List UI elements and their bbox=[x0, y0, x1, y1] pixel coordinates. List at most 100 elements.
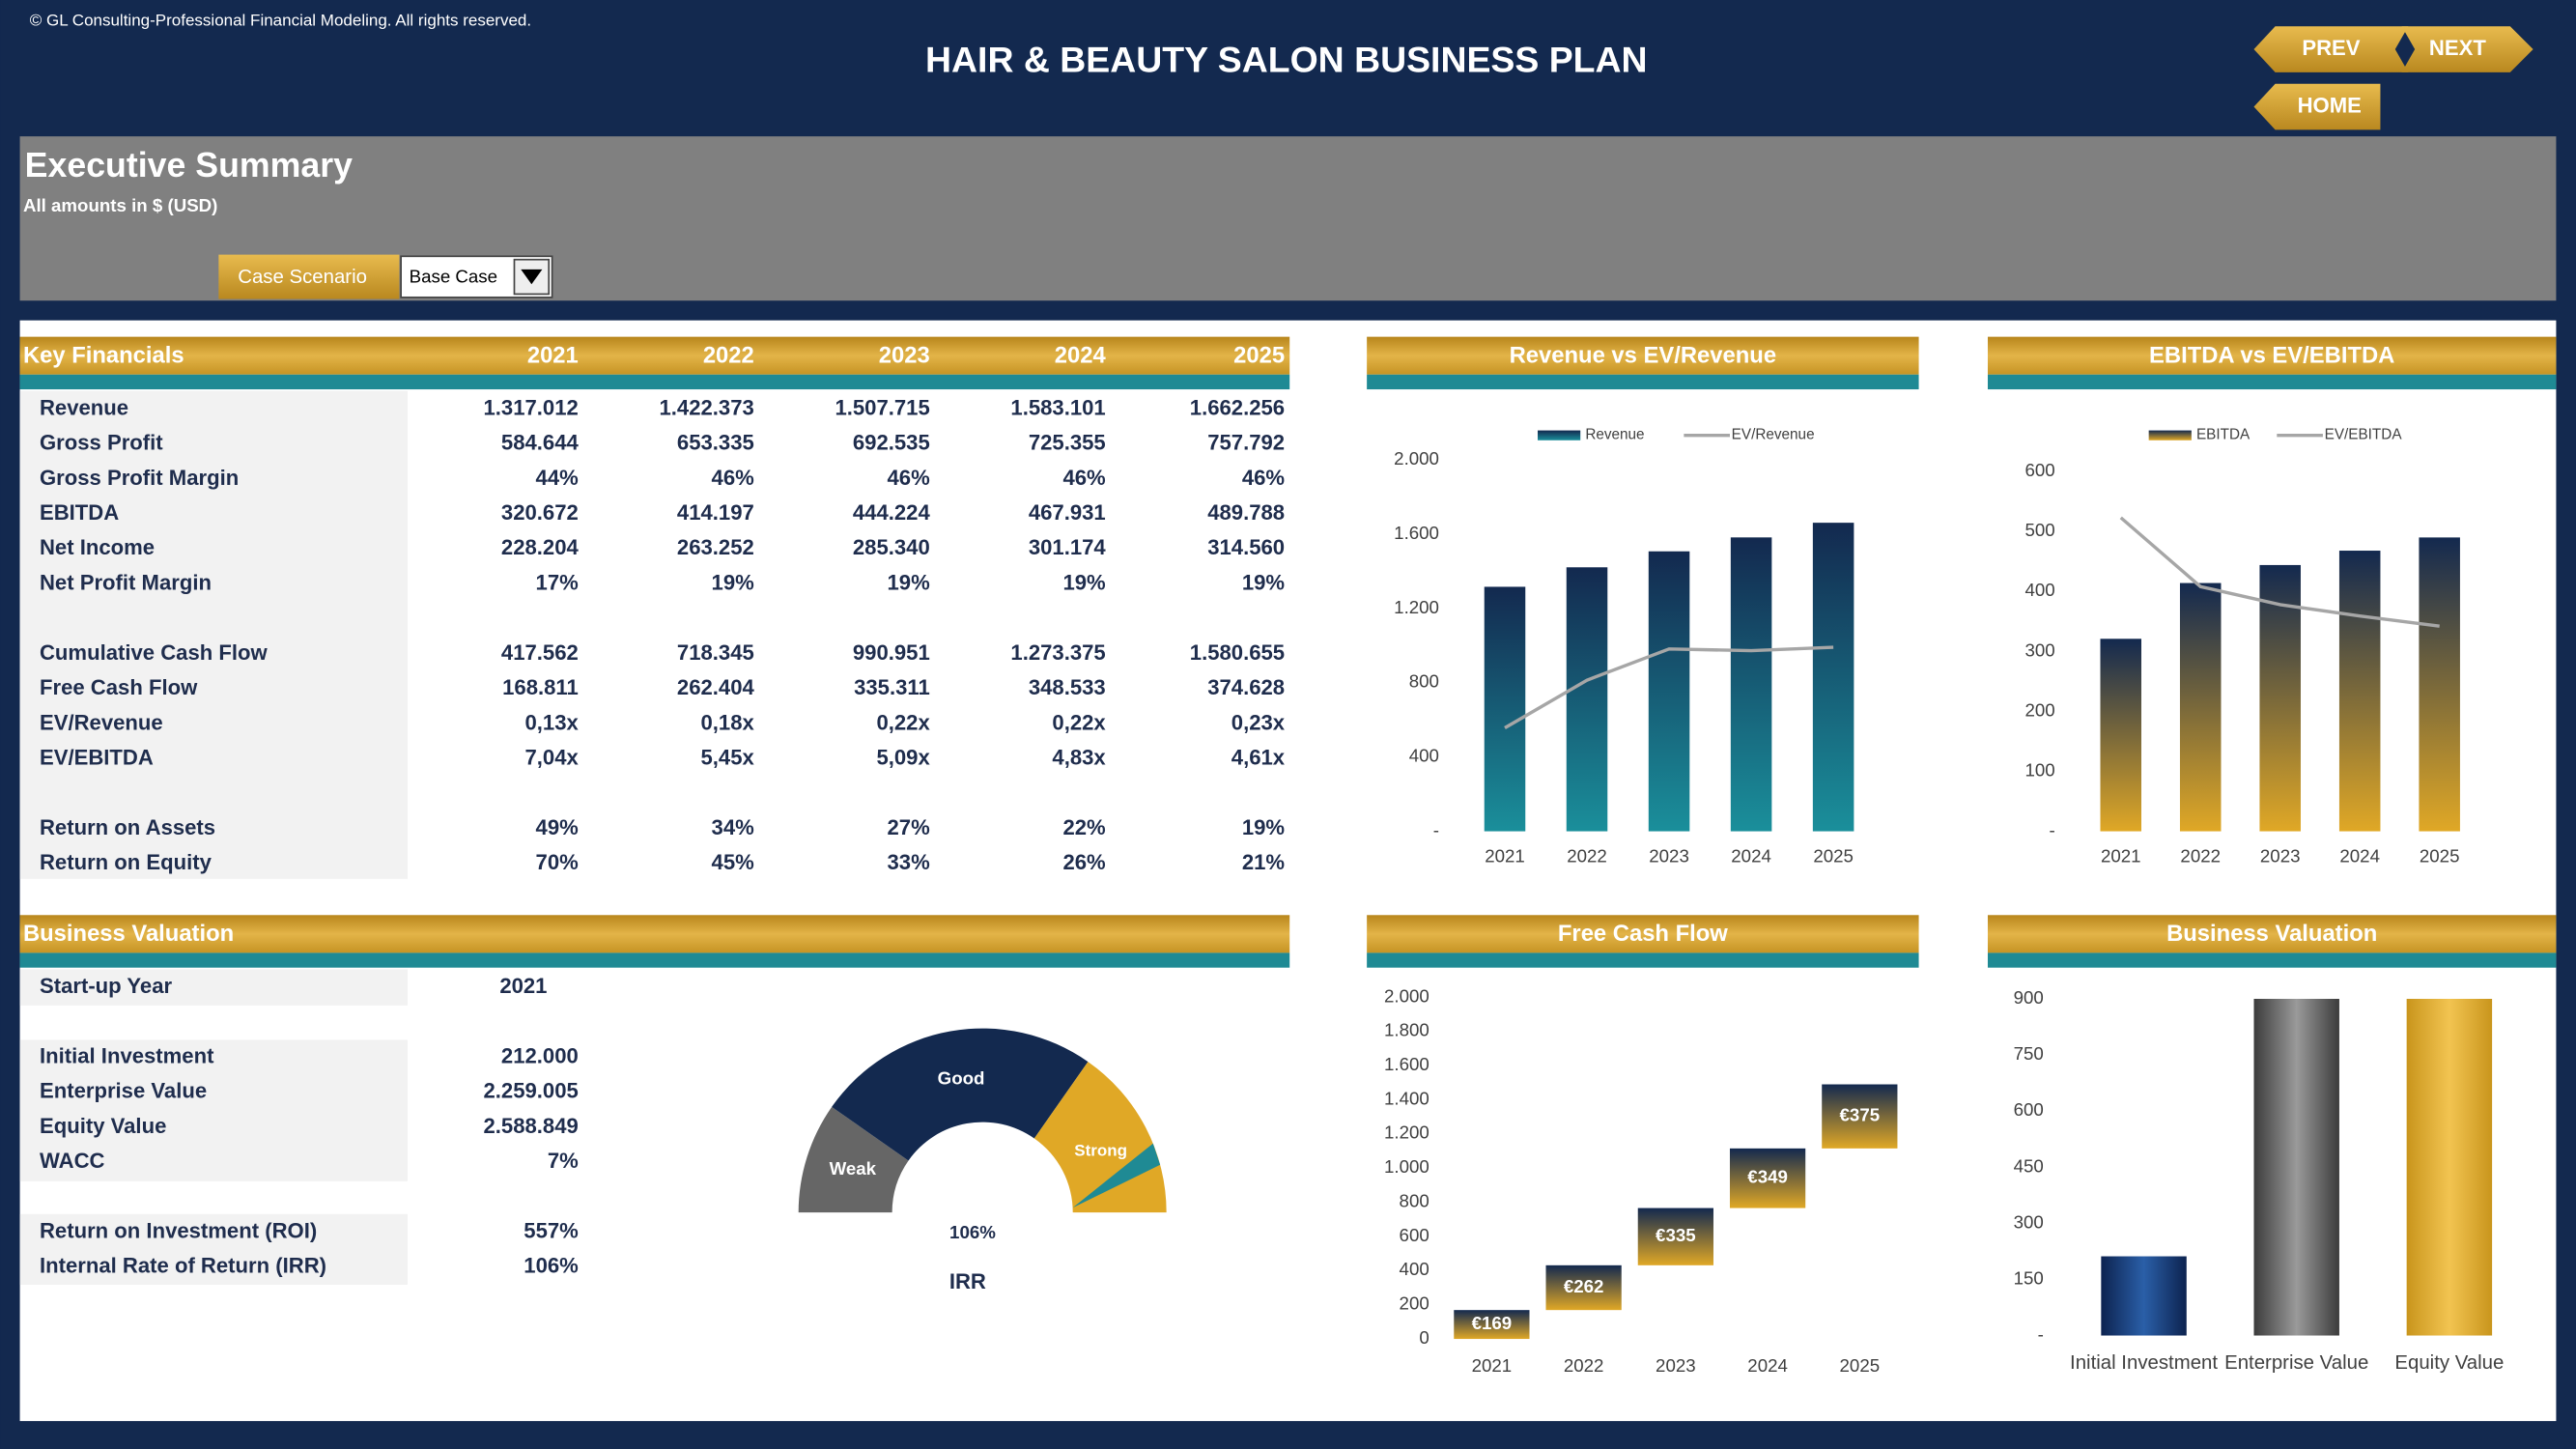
table-cell: 374.628 bbox=[1207, 675, 1285, 699]
section-header bbox=[1987, 336, 2557, 375]
table-cell: 33% bbox=[888, 850, 931, 874]
y-tick-label: - bbox=[1433, 819, 1439, 839]
gauge-label: Weak bbox=[830, 1158, 877, 1179]
y-tick-label: 1.600 bbox=[1394, 523, 1439, 543]
table-cell: 17% bbox=[536, 570, 580, 594]
y-tick-label: 900 bbox=[2014, 987, 2044, 1008]
section-header bbox=[19, 336, 1290, 375]
table-cell: 2.588.849 bbox=[484, 1114, 579, 1138]
bar bbox=[1730, 537, 1772, 832]
x-tick-label: 2021 bbox=[1472, 1355, 1513, 1376]
table-cell: 46% bbox=[888, 466, 931, 490]
label-column bbox=[19, 1213, 408, 1285]
table-cell: 1.507.715 bbox=[835, 395, 929, 419]
table-cell: 0,22x bbox=[1052, 710, 1106, 734]
prev-button[interactable] bbox=[2253, 26, 2409, 72]
bar bbox=[1729, 1148, 1806, 1208]
table-cell: 444.224 bbox=[853, 500, 931, 525]
home-button[interactable] bbox=[2253, 83, 2381, 130]
line bbox=[2119, 516, 2440, 628]
table-cell: 320.672 bbox=[501, 500, 579, 525]
x-tick-label: 2022 bbox=[2180, 846, 2221, 867]
y-tick-label: 300 bbox=[2025, 639, 2055, 660]
label-column bbox=[19, 969, 408, 1006]
table-cell: 228.204 bbox=[501, 535, 580, 559]
bar bbox=[2253, 999, 2339, 1336]
table-cell: 19% bbox=[1242, 815, 1286, 839]
scenario-label-box bbox=[218, 254, 400, 299]
row-label: Revenue bbox=[40, 395, 128, 419]
x-tick-label: 2024 bbox=[2339, 846, 2380, 867]
section-stripe bbox=[19, 952, 1290, 968]
bar bbox=[1812, 523, 1854, 832]
table-cell: 19% bbox=[1242, 570, 1286, 594]
bar bbox=[2406, 999, 2493, 1336]
table-cell: 2.259.005 bbox=[484, 1079, 579, 1103]
table-cell: 0,23x bbox=[1231, 710, 1286, 734]
table-cell: 26% bbox=[1062, 850, 1106, 874]
table-cell: 414.197 bbox=[677, 500, 754, 525]
table-cell: 1.583.101 bbox=[1010, 395, 1105, 419]
bar bbox=[2419, 537, 2460, 832]
scenario-value[interactable]: Base Case bbox=[410, 266, 497, 286]
y-tick-label: 500 bbox=[2025, 520, 2055, 540]
table-cell: 0,18x bbox=[700, 710, 754, 734]
y-tick-label: 600 bbox=[1400, 1225, 1430, 1245]
legend-swatch bbox=[2148, 430, 2192, 440]
row-label: Initial Investment bbox=[40, 1043, 214, 1067]
table-cell: 262.404 bbox=[677, 675, 755, 699]
table-cell: 0,13x bbox=[525, 710, 580, 734]
y-tick-label: 600 bbox=[2014, 1099, 2044, 1120]
section-header bbox=[1367, 336, 1919, 375]
x-tick-label: 2021 bbox=[1485, 846, 1525, 867]
data-label: €262 bbox=[1564, 1276, 1604, 1296]
gauge-band bbox=[832, 1028, 1089, 1161]
bar bbox=[2101, 1256, 2187, 1336]
column-header: 2024 bbox=[1055, 342, 1107, 368]
table-cell: 1.422.373 bbox=[659, 395, 753, 419]
row-label: Net Profit Margin bbox=[40, 570, 212, 594]
y-tick-label: 0 bbox=[1419, 1327, 1429, 1348]
table-cell: 1.580.655 bbox=[1190, 640, 1285, 665]
y-tick-label: 1.000 bbox=[1384, 1156, 1430, 1177]
y-tick-label: 600 bbox=[2025, 460, 2055, 480]
row-label: EBITDA bbox=[40, 500, 119, 525]
row-label: Enterprise Value bbox=[40, 1079, 207, 1103]
next-label[interactable]: NEXT bbox=[2429, 36, 2486, 60]
table-cell: 4,61x bbox=[1231, 746, 1286, 770]
x-tick-label: Enterprise Value bbox=[2224, 1352, 2368, 1374]
prev-label[interactable]: PREV bbox=[2302, 36, 2360, 60]
y-tick-label: 200 bbox=[1400, 1293, 1430, 1314]
column-header: 2022 bbox=[703, 342, 754, 368]
data-label: €375 bbox=[1840, 1105, 1881, 1125]
gauge-label: Good bbox=[938, 1067, 985, 1088]
x-tick-label: 2023 bbox=[1656, 1355, 1696, 1376]
gauge-caption: IRR bbox=[949, 1269, 986, 1293]
y-tick-label: 750 bbox=[2014, 1043, 2044, 1064]
table-cell: 467.931 bbox=[1029, 500, 1106, 525]
x-tick-label: Equity Value bbox=[2394, 1352, 2504, 1374]
x-tick-label: 2022 bbox=[1567, 846, 1607, 867]
y-tick-label: 150 bbox=[2014, 1267, 2044, 1288]
row-label: Return on Equity bbox=[40, 850, 212, 874]
section-subtitle: All amounts in $ (USD) bbox=[23, 195, 217, 215]
column-header: 2021 bbox=[527, 342, 579, 368]
row-label: Net Income bbox=[40, 535, 155, 559]
y-tick-label: 800 bbox=[1400, 1190, 1430, 1210]
x-tick-label: 2024 bbox=[1747, 1355, 1788, 1376]
data-label: €169 bbox=[1472, 1313, 1513, 1333]
legend-label: EV/EBITDA bbox=[2325, 427, 2403, 443]
section-stripe bbox=[1367, 952, 1919, 968]
section-header bbox=[1367, 915, 1919, 953]
home-label[interactable]: HOME bbox=[2298, 93, 2362, 117]
page-title: HAIR & BEAUTY SALON BUSINESS PLAN bbox=[925, 40, 1648, 80]
y-tick-label: 450 bbox=[2014, 1155, 2044, 1176]
y-tick-label: 1.400 bbox=[1384, 1088, 1430, 1108]
table-cell: 5,45x bbox=[700, 746, 754, 770]
bar bbox=[2179, 582, 2222, 832]
next-button[interactable] bbox=[2401, 26, 2534, 72]
y-tick-label: - bbox=[2049, 819, 2054, 839]
y-tick-label: - bbox=[2038, 1324, 2044, 1345]
dropdown-arrow[interactable] bbox=[521, 269, 543, 285]
